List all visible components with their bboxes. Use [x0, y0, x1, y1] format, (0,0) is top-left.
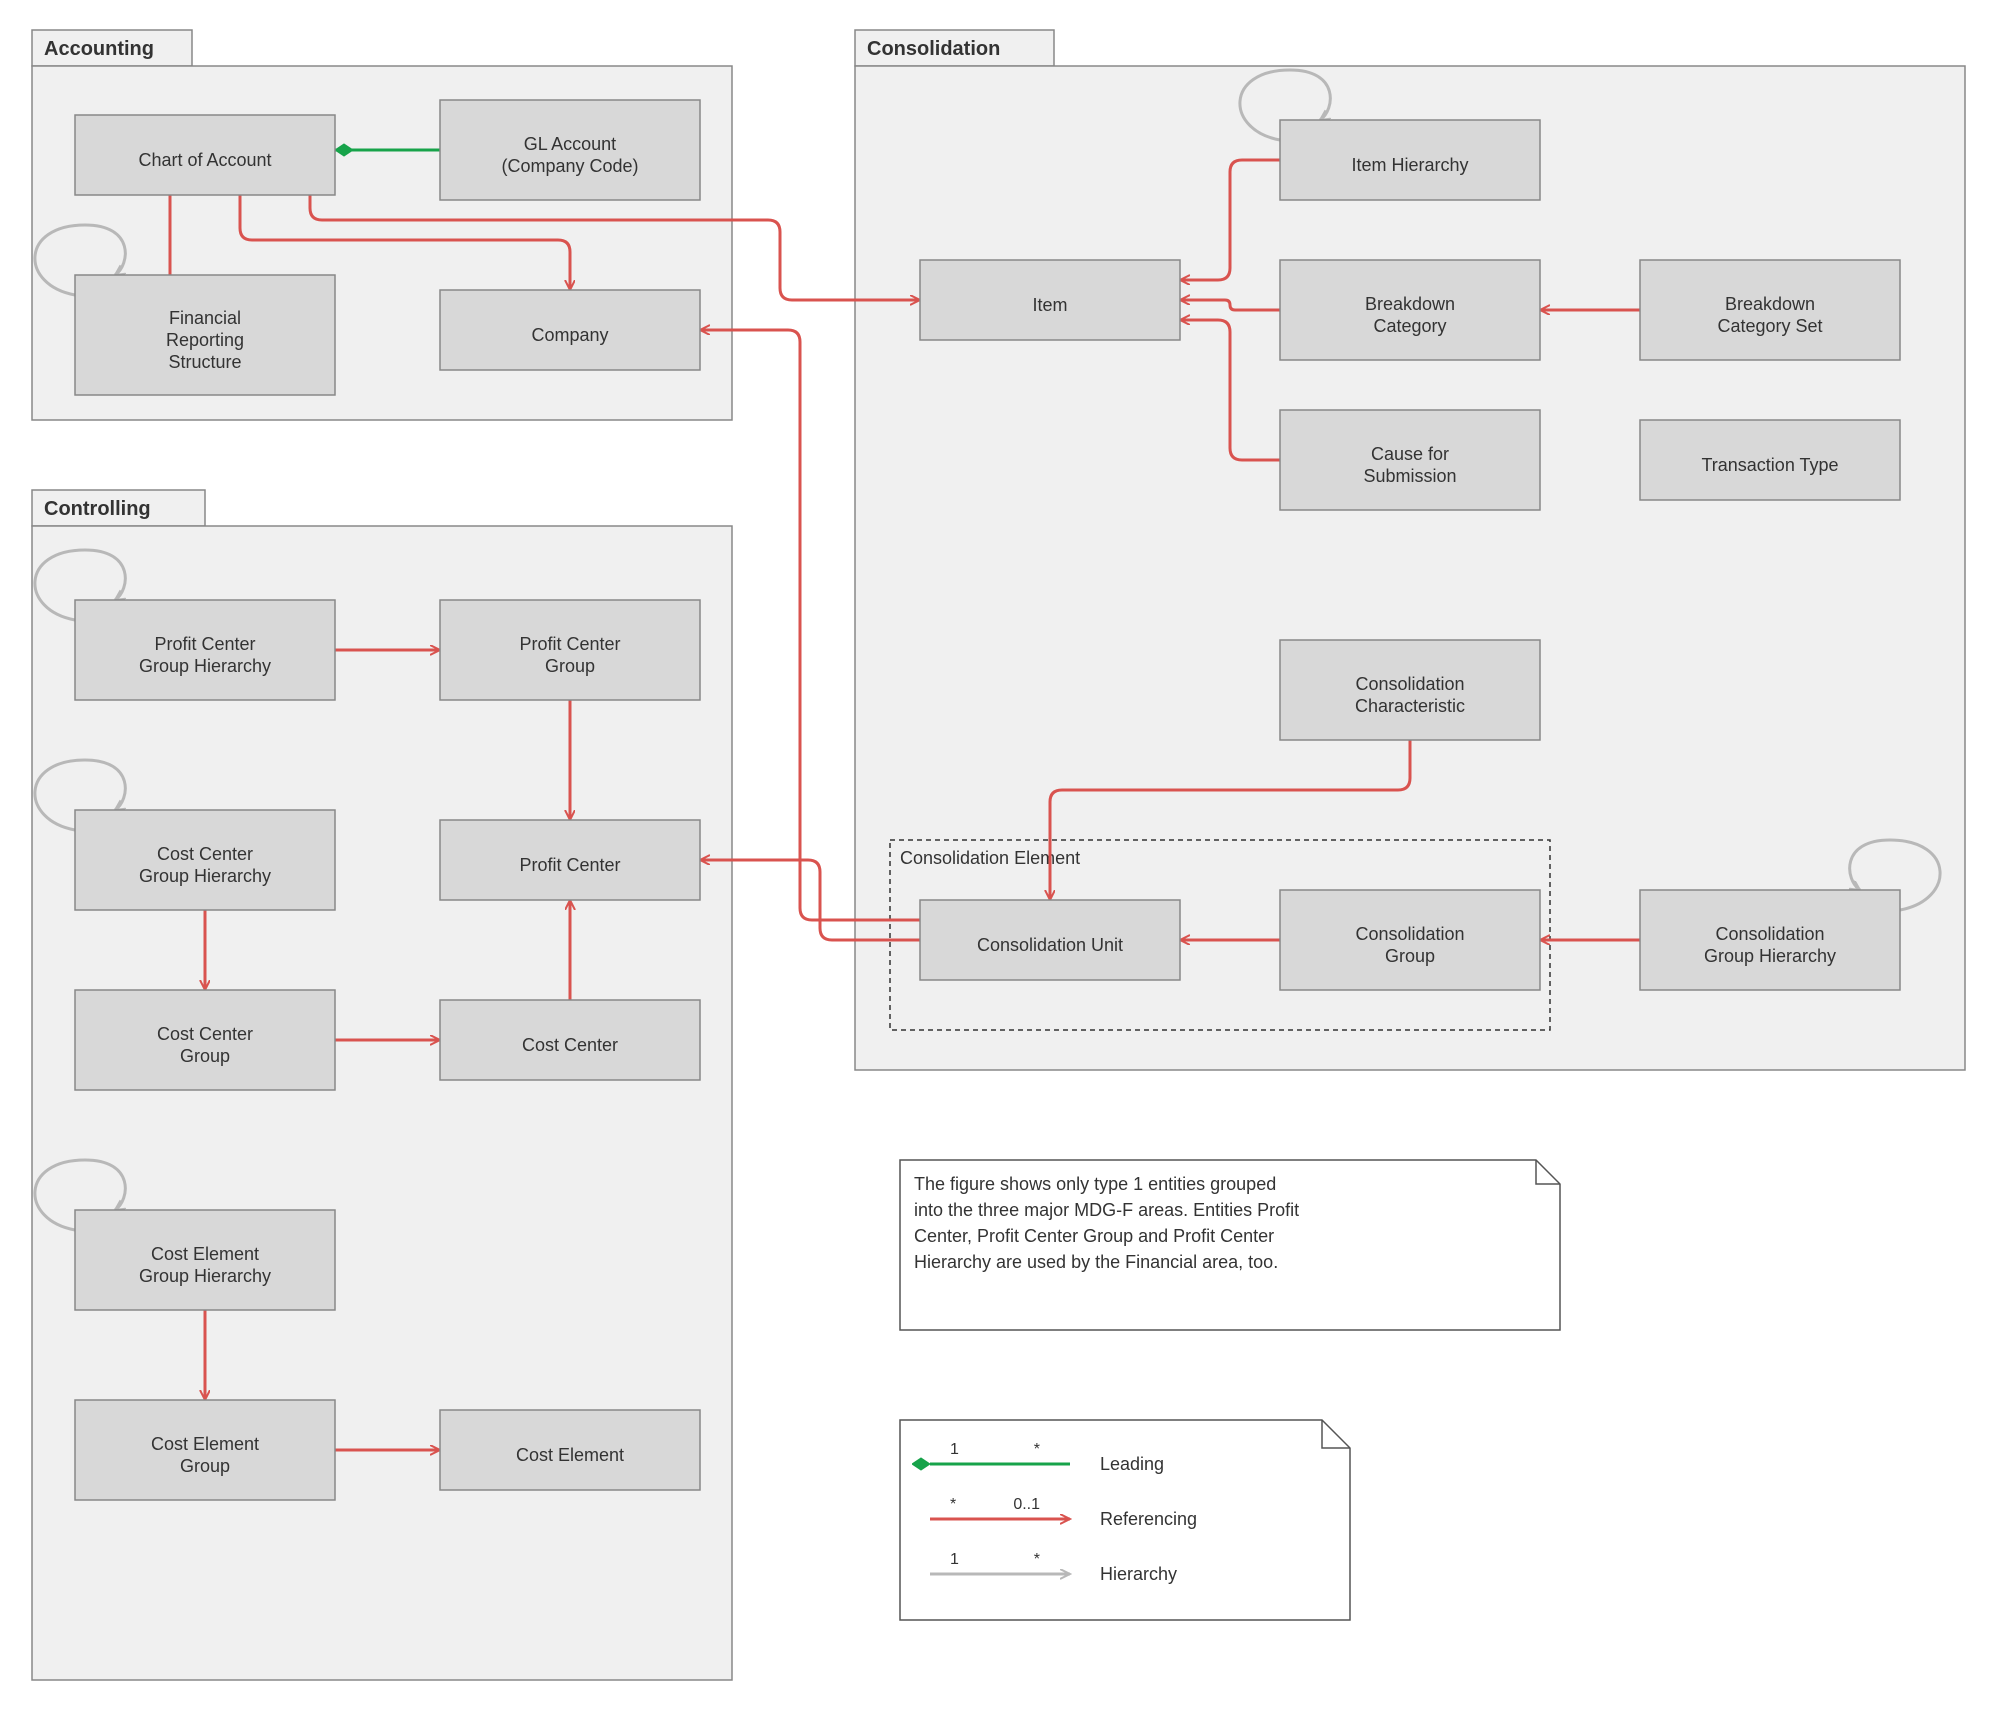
- svg-text:Item: Item: [1032, 295, 1067, 315]
- node-consolidation_characteristic: ConsolidationCharacteristic: [1280, 640, 1540, 740]
- svg-text:Chart of Account: Chart of Account: [138, 150, 271, 170]
- node-cost_element_group: Cost ElementGroup: [75, 1400, 335, 1500]
- svg-text:*: *: [1034, 1441, 1040, 1458]
- node-profit_center_group: Profit CenterGroup: [440, 600, 700, 700]
- entity-diagram: Accounting Controlling Consolidation Conso…: [0, 0, 2000, 1709]
- svg-text:Group Hierarchy: Group Hierarchy: [139, 866, 271, 886]
- svg-text:Transaction Type: Transaction Type: [1701, 455, 1838, 475]
- svg-text:Item Hierarchy: Item Hierarchy: [1351, 155, 1468, 175]
- node-profit_center: Profit Center: [440, 820, 700, 900]
- node-breakdown_category_set: BreakdownCategory Set: [1640, 260, 1900, 360]
- svg-text:Consolidation: Consolidation: [1715, 924, 1824, 944]
- svg-text:Cause for: Cause for: [1371, 444, 1449, 464]
- svg-text:Cost Element: Cost Element: [516, 1445, 624, 1465]
- svg-text:(Company Code): (Company Code): [501, 156, 638, 176]
- node-cost_element_group_hierarchy: Cost ElementGroup Hierarchy: [75, 1210, 335, 1310]
- svg-text:Structure: Structure: [168, 352, 241, 372]
- svg-text:Breakdown: Breakdown: [1725, 294, 1815, 314]
- node-cost_element: Cost Element: [440, 1410, 700, 1490]
- svg-text:Consolidation Unit: Consolidation Unit: [977, 935, 1123, 955]
- node-chart_of_account: Chart of Account: [75, 115, 335, 195]
- svg-text:Group Hierarchy: Group Hierarchy: [139, 1266, 271, 1286]
- svg-text:Group: Group: [180, 1456, 230, 1476]
- svg-text:Leading: Leading: [1100, 1454, 1164, 1474]
- node-consolidation_unit: Consolidation Unit: [920, 900, 1180, 980]
- svg-text:Group Hierarchy: Group Hierarchy: [1704, 946, 1836, 966]
- node-breakdown_category: BreakdownCategory: [1280, 260, 1540, 360]
- svg-text:Consolidation: Consolidation: [867, 38, 1000, 60]
- svg-text:Cost Center: Cost Center: [157, 844, 253, 864]
- svg-text:Group Hierarchy: Group Hierarchy: [139, 656, 271, 676]
- node-cost_center: Cost Center: [440, 1000, 700, 1080]
- svg-text:1: 1: [950, 1441, 959, 1458]
- svg-text:Controlling: Controlling: [44, 498, 151, 520]
- svg-text:Center, Profit Center Group an: Center, Profit Center Group and Profit C…: [914, 1226, 1274, 1246]
- svg-text:Hierarchy are used by the Fina: Hierarchy are used by the Financial area…: [914, 1252, 1278, 1272]
- legend-box: 1 * Leading * 0..1 Referencing 1 * Hierarchy: [900, 1420, 1350, 1620]
- note-box: The figure shows only type 1 entities gr…: [900, 1160, 1560, 1330]
- svg-text:Referencing: Referencing: [1100, 1509, 1197, 1529]
- node-cause_for_submission: Cause forSubmission: [1280, 410, 1540, 510]
- svg-text:Consolidation Element: Consolidation Element: [900, 848, 1080, 868]
- svg-text:GL Account: GL Account: [524, 134, 616, 154]
- node-financial_reporting_structure: FinancialReportingStructure: [75, 275, 335, 395]
- svg-text:Profit Center: Profit Center: [154, 634, 255, 654]
- svg-text:Characteristic: Characteristic: [1355, 696, 1465, 716]
- svg-text:Category Set: Category Set: [1717, 316, 1822, 336]
- svg-text:Submission: Submission: [1363, 466, 1456, 486]
- svg-text:Consolidation: Consolidation: [1355, 674, 1464, 694]
- node-transaction_type: Transaction Type: [1640, 420, 1900, 500]
- svg-text:Cost Center: Cost Center: [157, 1024, 253, 1044]
- node-profit_center_group_hierarchy: Profit CenterGroup Hierarchy: [75, 600, 335, 700]
- node-company: Company: [440, 290, 700, 370]
- svg-text:Group: Group: [545, 656, 595, 676]
- svg-text:Cost Element: Cost Element: [151, 1244, 259, 1264]
- svg-text:Category: Category: [1373, 316, 1446, 336]
- svg-text:Reporting: Reporting: [166, 330, 244, 350]
- svg-text:Accounting: Accounting: [44, 38, 154, 60]
- svg-text:Hierarchy: Hierarchy: [1100, 1564, 1177, 1584]
- svg-text:The figure shows only type 1 e: The figure shows only type 1 entities gr…: [914, 1174, 1276, 1194]
- node-consolidation_group: ConsolidationGroup: [1280, 890, 1540, 990]
- svg-text:Profit Center: Profit Center: [519, 634, 620, 654]
- node-item: Item: [920, 260, 1180, 340]
- svg-text:into the three major MDG-F are: into the three major MDG-F areas. Entiti…: [914, 1200, 1299, 1220]
- node-cost_center_group: Cost CenterGroup: [75, 990, 335, 1090]
- svg-text:Cost Center: Cost Center: [522, 1035, 618, 1055]
- svg-text:Company: Company: [531, 325, 608, 345]
- svg-text:Group: Group: [180, 1046, 230, 1066]
- node-item_hierarchy: Item Hierarchy: [1280, 120, 1540, 200]
- node-cost_center_group_hierarchy: Cost CenterGroup Hierarchy: [75, 810, 335, 910]
- svg-text:*: *: [1034, 1551, 1040, 1568]
- svg-text:Financial: Financial: [169, 308, 241, 328]
- svg-text:Consolidation: Consolidation: [1355, 924, 1464, 944]
- svg-text:0..1: 0..1: [1013, 1496, 1040, 1513]
- svg-text:*: *: [950, 1496, 956, 1513]
- svg-text:Profit Center: Profit Center: [519, 855, 620, 875]
- svg-text:Cost Element: Cost Element: [151, 1434, 259, 1454]
- node-gl_account: GL Account(Company Code): [440, 100, 700, 200]
- svg-text:Group: Group: [1385, 946, 1435, 966]
- node-consolidation_group_hierarchy: ConsolidationGroup Hierarchy: [1640, 890, 1900, 990]
- svg-text:1: 1: [950, 1551, 959, 1568]
- svg-text:Breakdown: Breakdown: [1365, 294, 1455, 314]
